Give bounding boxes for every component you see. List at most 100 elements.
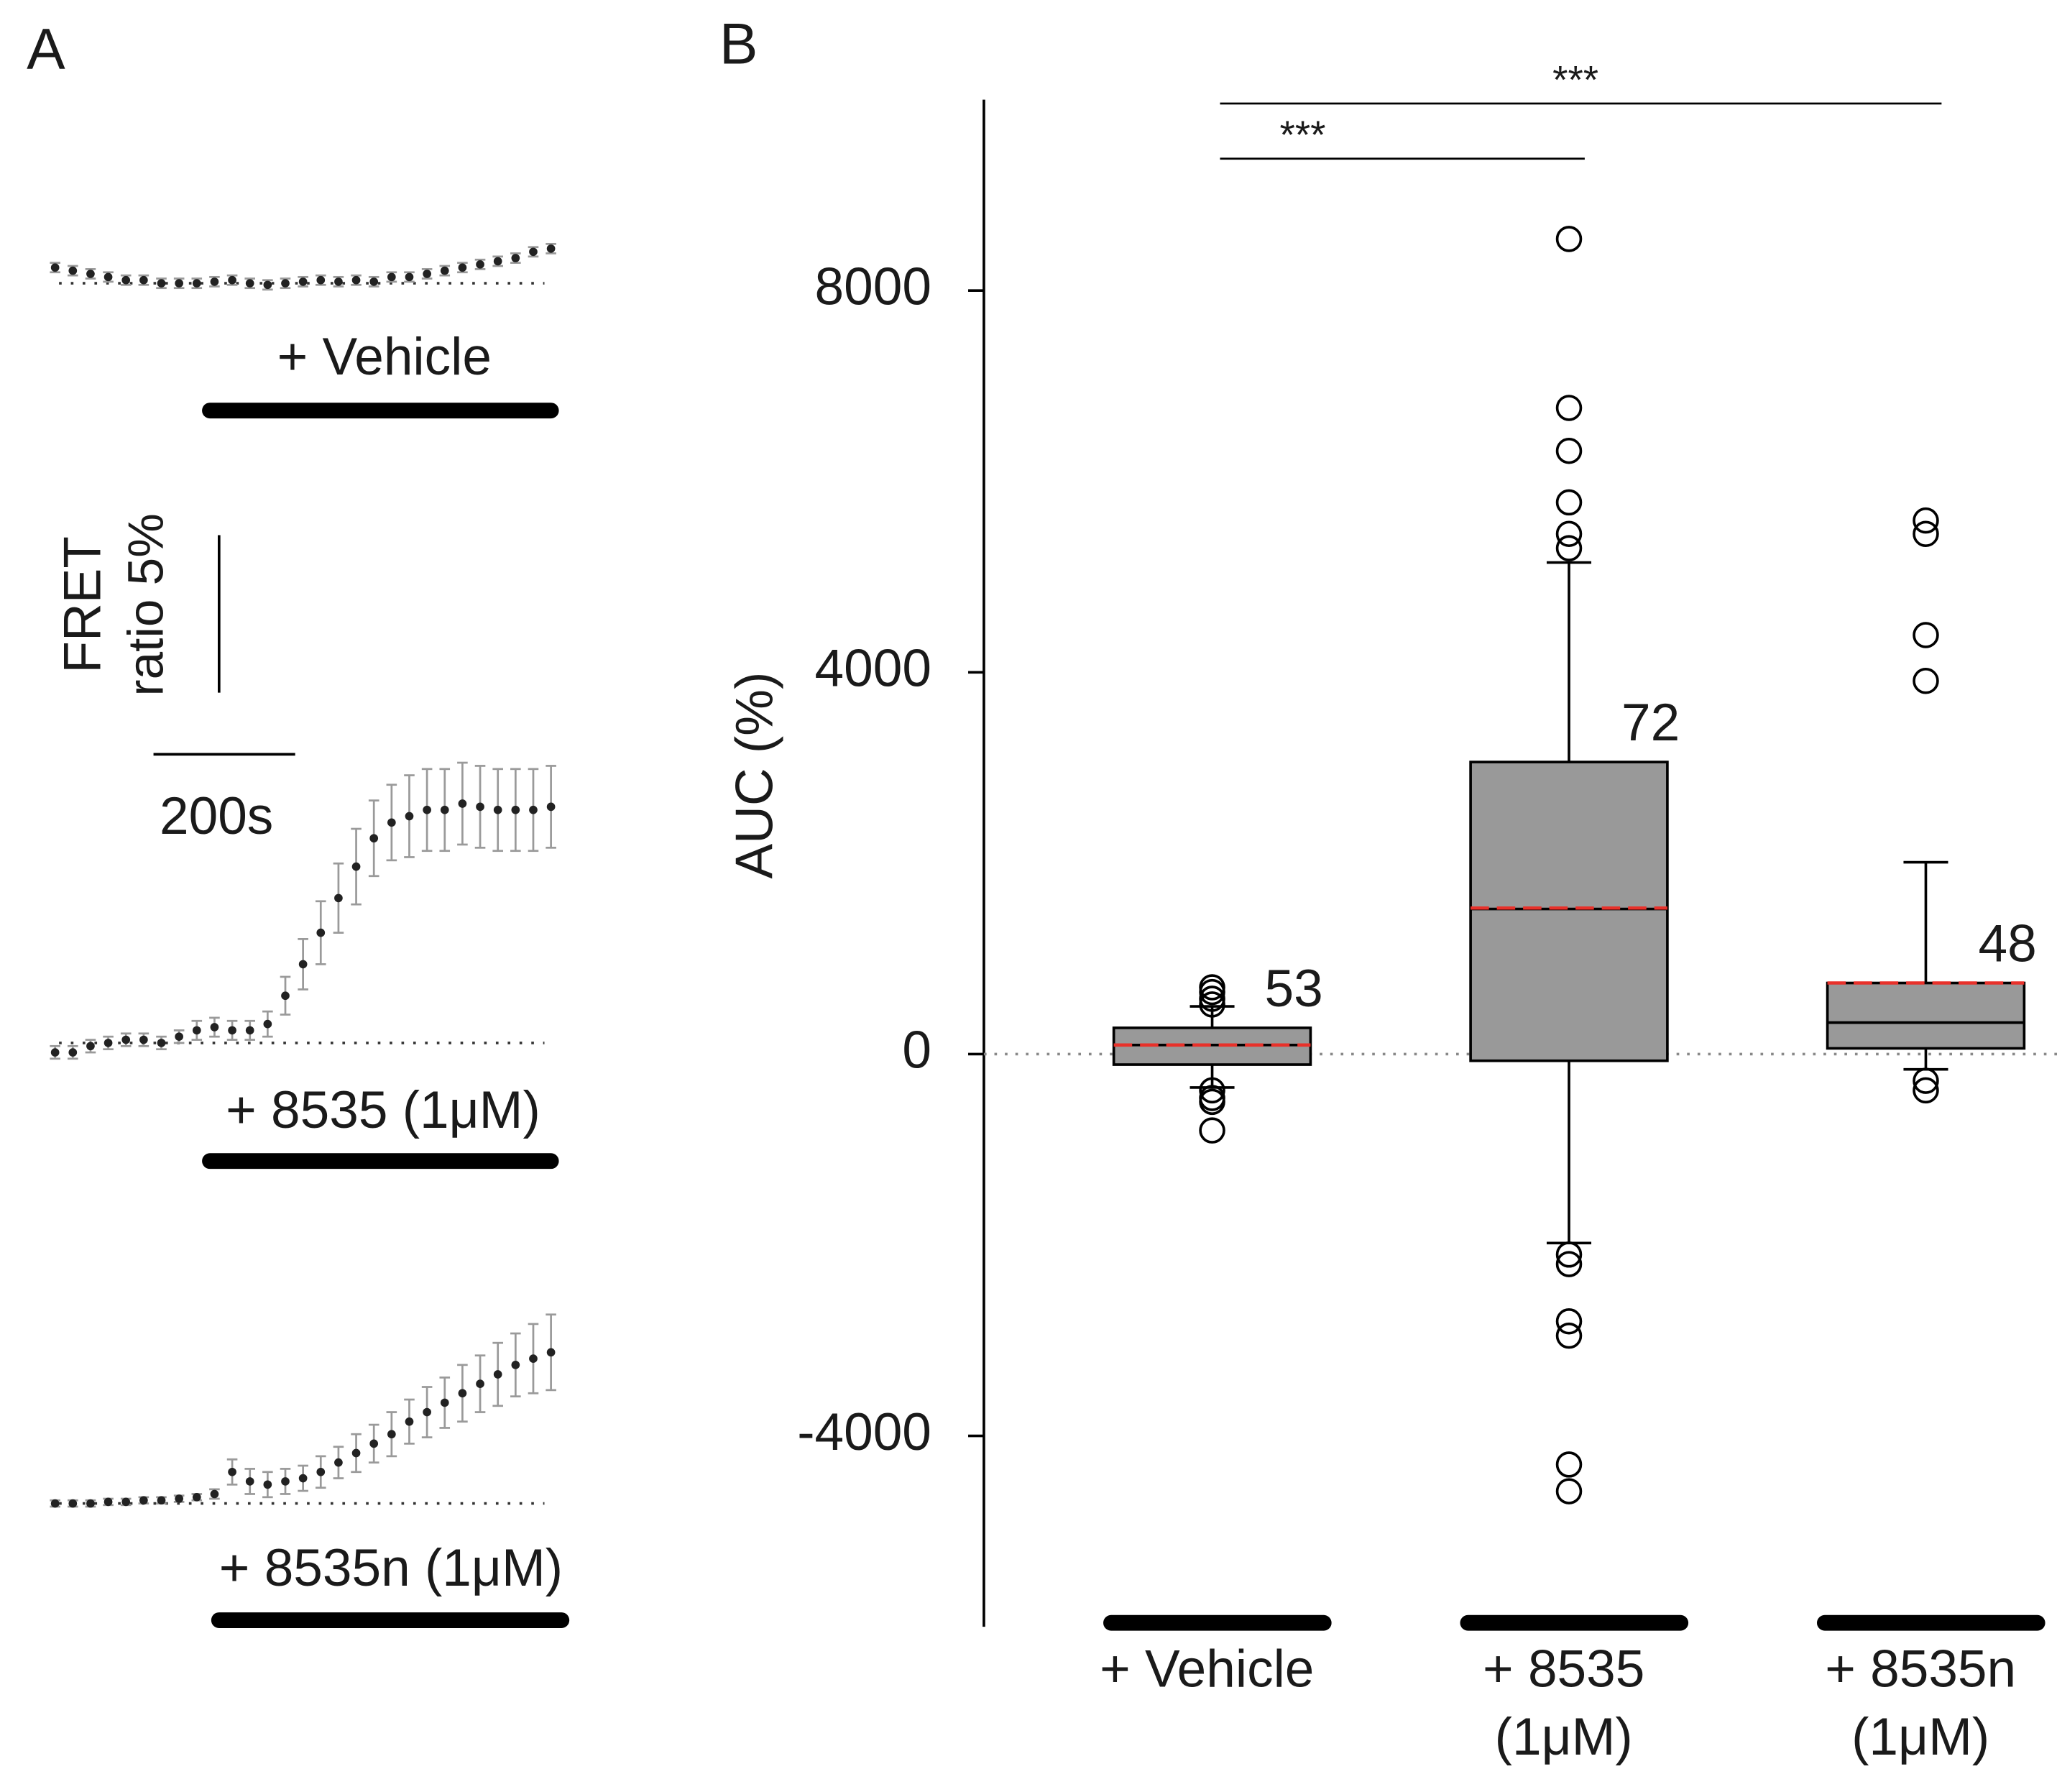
outlier xyxy=(1555,1478,1583,1504)
outlier xyxy=(1555,1451,1583,1478)
data-point xyxy=(175,1494,183,1503)
outlier xyxy=(1555,395,1583,421)
data-point xyxy=(157,1039,166,1047)
data-point xyxy=(103,1039,113,1047)
data-point xyxy=(121,1035,131,1044)
data-point xyxy=(192,1492,201,1502)
data-point xyxy=(476,802,484,812)
outlier xyxy=(1199,991,1225,1018)
data-point xyxy=(351,1448,361,1458)
data-point xyxy=(139,1496,148,1505)
scale-label: FRET xyxy=(54,536,112,674)
box xyxy=(1826,981,2026,1050)
data-point xyxy=(157,1496,166,1505)
data-point xyxy=(68,1048,78,1057)
x-tick-label: (1μM) xyxy=(1851,1708,1989,1766)
condition-label: + 8535 (1μM) xyxy=(226,1081,540,1139)
outlier xyxy=(1555,1251,1583,1277)
data-point xyxy=(245,279,254,288)
data-point xyxy=(121,275,131,285)
data-point xyxy=(68,1499,78,1508)
outlier xyxy=(1199,985,1225,1012)
data-point xyxy=(423,805,431,814)
data-point xyxy=(50,263,60,272)
data-point xyxy=(228,1467,236,1476)
data-point xyxy=(440,805,449,814)
data-point xyxy=(175,1032,183,1042)
data-point xyxy=(493,1370,502,1379)
x-tick-label: + 8535n xyxy=(1825,1640,2016,1698)
data-point xyxy=(210,1489,219,1499)
scale-label: ratio 5% xyxy=(117,513,173,696)
data-point xyxy=(50,1499,60,1508)
data-point xyxy=(440,266,449,275)
scale-label: 200s xyxy=(160,787,273,845)
outlier xyxy=(1555,535,1583,561)
data-point xyxy=(316,1467,326,1476)
y-tick-label: -4000 xyxy=(797,1403,931,1461)
outlier xyxy=(1199,1088,1225,1116)
data-point xyxy=(476,259,484,269)
outlier xyxy=(1555,1322,1583,1349)
outlier xyxy=(1913,1067,1939,1094)
significance-label: *** xyxy=(1280,112,1326,157)
data-point xyxy=(529,1354,538,1363)
data-point xyxy=(175,279,183,288)
outlier xyxy=(1913,667,1939,694)
data-point xyxy=(546,244,556,253)
data-point xyxy=(511,254,520,262)
data-point xyxy=(458,263,467,272)
box xyxy=(1469,761,1669,1062)
y-tick-label: 8000 xyxy=(815,257,931,316)
data-point xyxy=(157,279,166,288)
significance-label: *** xyxy=(1552,57,1598,101)
data-point xyxy=(139,1035,148,1044)
outlier xyxy=(1913,507,1939,534)
data-point xyxy=(86,270,95,278)
data-point xyxy=(511,1361,520,1369)
data-point xyxy=(493,257,502,266)
data-point xyxy=(139,275,148,285)
data-point xyxy=(476,1379,484,1388)
data-point xyxy=(423,1407,431,1417)
data-point xyxy=(263,280,272,290)
data-point xyxy=(405,1417,414,1426)
n-label: 53 xyxy=(1265,960,1323,1018)
data-point xyxy=(298,960,308,969)
outlier xyxy=(1199,1117,1225,1144)
data-point xyxy=(405,812,414,821)
data-point xyxy=(281,279,290,288)
data-point xyxy=(369,1439,379,1448)
outlier xyxy=(1913,520,1939,548)
data-point xyxy=(440,1398,449,1407)
y-tick-label: 0 xyxy=(902,1021,931,1080)
data-point xyxy=(423,270,431,278)
data-point xyxy=(334,1458,343,1467)
data-point xyxy=(458,1389,467,1398)
data-point xyxy=(103,1497,113,1507)
data-point xyxy=(210,277,219,286)
data-point xyxy=(387,1430,396,1439)
data-point xyxy=(103,272,113,282)
data-point xyxy=(334,893,343,903)
outlier xyxy=(1913,1077,1939,1104)
outlier xyxy=(1199,1077,1225,1104)
data-point xyxy=(369,834,379,843)
condition-label: + Vehicle xyxy=(277,328,492,386)
outlier xyxy=(1199,978,1225,1006)
data-point xyxy=(263,1480,272,1489)
data-point xyxy=(387,272,396,282)
data-point xyxy=(281,991,290,1001)
data-point xyxy=(86,1499,95,1508)
data-point xyxy=(546,1348,556,1357)
data-point xyxy=(334,277,343,286)
x-tick-label: + Vehicle xyxy=(1100,1640,1314,1698)
data-point xyxy=(546,802,556,812)
data-point xyxy=(192,279,201,288)
data-point xyxy=(351,275,361,285)
data-point xyxy=(458,799,467,808)
data-point xyxy=(50,1048,60,1057)
outlier xyxy=(1555,226,1583,252)
outlier xyxy=(1913,622,1939,648)
